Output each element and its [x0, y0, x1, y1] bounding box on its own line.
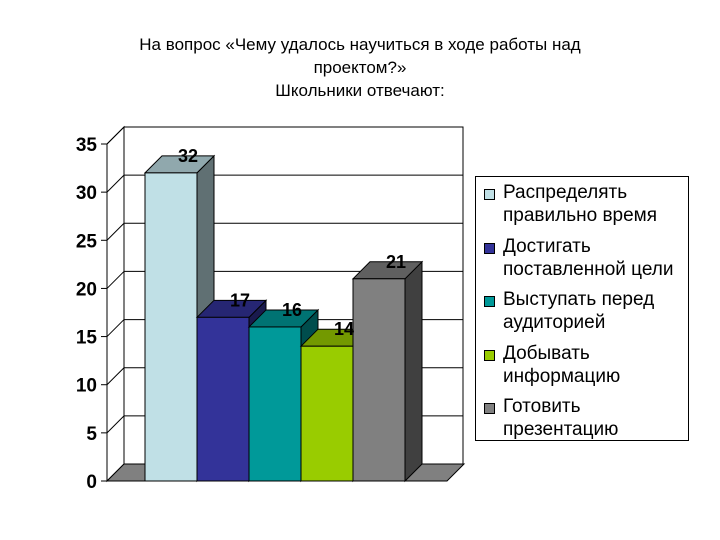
- gridline-side: [106, 222, 125, 241]
- legend: Распределять правильно время Достигать по…: [475, 176, 689, 441]
- bar-front: [300, 345, 354, 482]
- gridline-side: [106, 174, 125, 193]
- bar-front: [352, 278, 406, 482]
- data-label-4: 14: [334, 319, 354, 339]
- legend-swatch: [484, 189, 495, 200]
- legend-label: Распределять правильно время: [503, 182, 658, 226]
- bar-5: [351, 260, 424, 483]
- y-tick-label: 20: [76, 279, 97, 300]
- legend-swatch: [484, 403, 495, 414]
- bar-front: [196, 316, 250, 482]
- legend-swatch: [484, 242, 495, 254]
- legend-label: Добывать информацию: [503, 342, 621, 387]
- gridline-side: [106, 319, 125, 337]
- legend-label: Готовить презентацию: [503, 396, 619, 440]
- data-label-3: 16: [282, 300, 302, 320]
- data-labels: 32 17 16 14 21: [178, 146, 406, 339]
- chart-title-line-1: На вопрос «Чему удалось научиться в ходе…: [139, 35, 581, 54]
- y-tick-label: 10: [76, 376, 97, 397]
- bar-side: [404, 260, 423, 483]
- y-tick-label: 35: [76, 135, 98, 156]
- chart-side-wall: [106, 125, 125, 483]
- y-tick-label: 5: [86, 424, 97, 445]
- legend-label: Выступать перед аудиторией: [503, 289, 655, 333]
- legend-swatch: [484, 349, 495, 361]
- chart-title: На вопрос «Чему удалось научиться в ходе…: [60, 33, 660, 102]
- gridline-side: [106, 271, 125, 289]
- gridline-side: [106, 415, 125, 434]
- legend-label: Достигать поставленной цели: [503, 235, 674, 280]
- gridline-side: [106, 367, 125, 386]
- data-label-5: 21: [386, 252, 406, 272]
- bar-front: [144, 172, 198, 482]
- data-label-2: 17: [230, 290, 250, 310]
- y-tick-label: 15: [76, 328, 98, 349]
- bar-front: [248, 326, 302, 482]
- chart-title-line-3: Школьники отвечают:: [275, 81, 445, 100]
- legend-swatch: [484, 296, 495, 307]
- y-tick-label: 0: [86, 472, 97, 493]
- data-label-1: 32: [178, 146, 198, 166]
- y-axis: 0 5 10 15 20 25 30 35: [76, 135, 108, 493]
- gridline-side: [106, 126, 125, 145]
- y-tick-label: 25: [76, 231, 98, 252]
- chart-title-line-2: проектом?»: [313, 58, 407, 77]
- y-tick-label: 30: [76, 183, 97, 204]
- chart-bars: [143, 154, 424, 483]
